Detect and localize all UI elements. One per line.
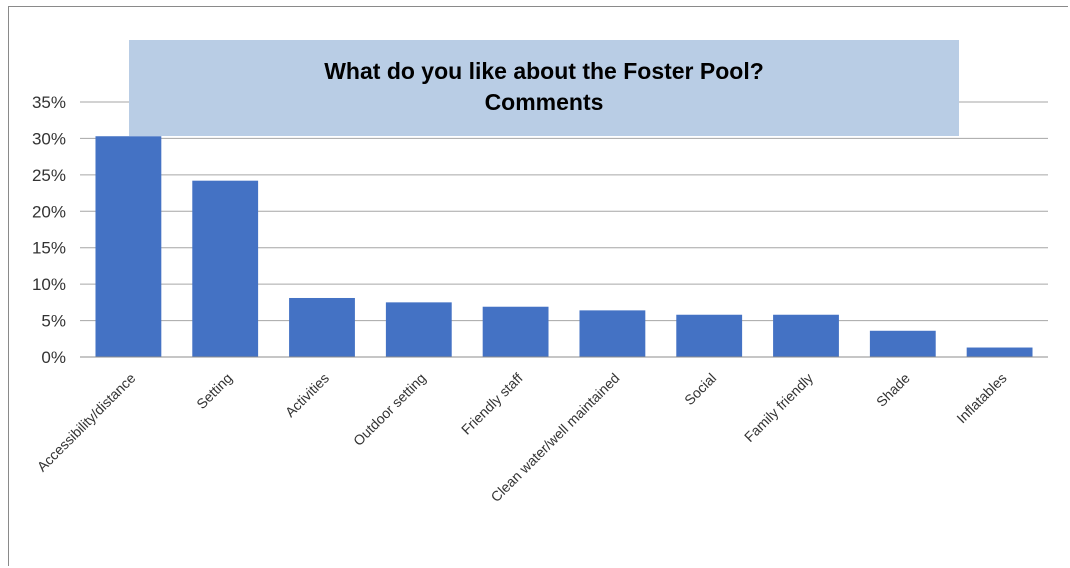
bar — [869, 330, 936, 357]
bar — [579, 310, 646, 357]
bar — [966, 347, 1033, 357]
chart-subtitle: Comments — [484, 89, 604, 115]
x-category-label: Inflatables — [953, 370, 1009, 426]
chart-title-box: What do you like about the Foster Pool? … — [129, 40, 959, 136]
chart-title: What do you like about the Foster Pool? — [324, 58, 764, 84]
x-category-label: Outdoor setting — [350, 370, 429, 449]
y-tick-label: 5% — [41, 312, 66, 331]
y-tick-label: 20% — [32, 202, 66, 221]
gridlines — [80, 101, 1048, 322]
y-tick-label: 25% — [32, 166, 66, 185]
y-axis-ticks: 0% 5% 10% 15% 20% 25% 30% 35% — [32, 93, 66, 367]
y-tick-label: 10% — [32, 275, 66, 294]
bar — [192, 180, 259, 357]
bar — [482, 306, 549, 357]
x-category-label: Social — [681, 370, 719, 408]
x-category-label: Accessibility/distance — [34, 370, 139, 475]
x-axis-labels: Accessibility/distance Setting Activities O… — [34, 370, 1010, 505]
bar — [95, 136, 162, 357]
y-tick-label: 30% — [32, 129, 66, 148]
bar — [289, 297, 355, 357]
x-category-label: Activities — [282, 370, 332, 420]
chart-frame — [8, 6, 1068, 566]
y-tick-label: 15% — [32, 239, 66, 258]
x-category-label: Setting — [193, 370, 235, 412]
x-category-label: Family friendly — [741, 370, 816, 445]
x-category-label: Friendly staff — [458, 370, 526, 438]
y-tick-label: 35% — [32, 93, 66, 112]
bar — [773, 314, 839, 357]
bar — [676, 314, 743, 357]
bar — [385, 302, 452, 357]
bars — [95, 136, 1033, 357]
x-category-label: Shade — [873, 370, 913, 410]
y-tick-label: 0% — [41, 348, 66, 367]
